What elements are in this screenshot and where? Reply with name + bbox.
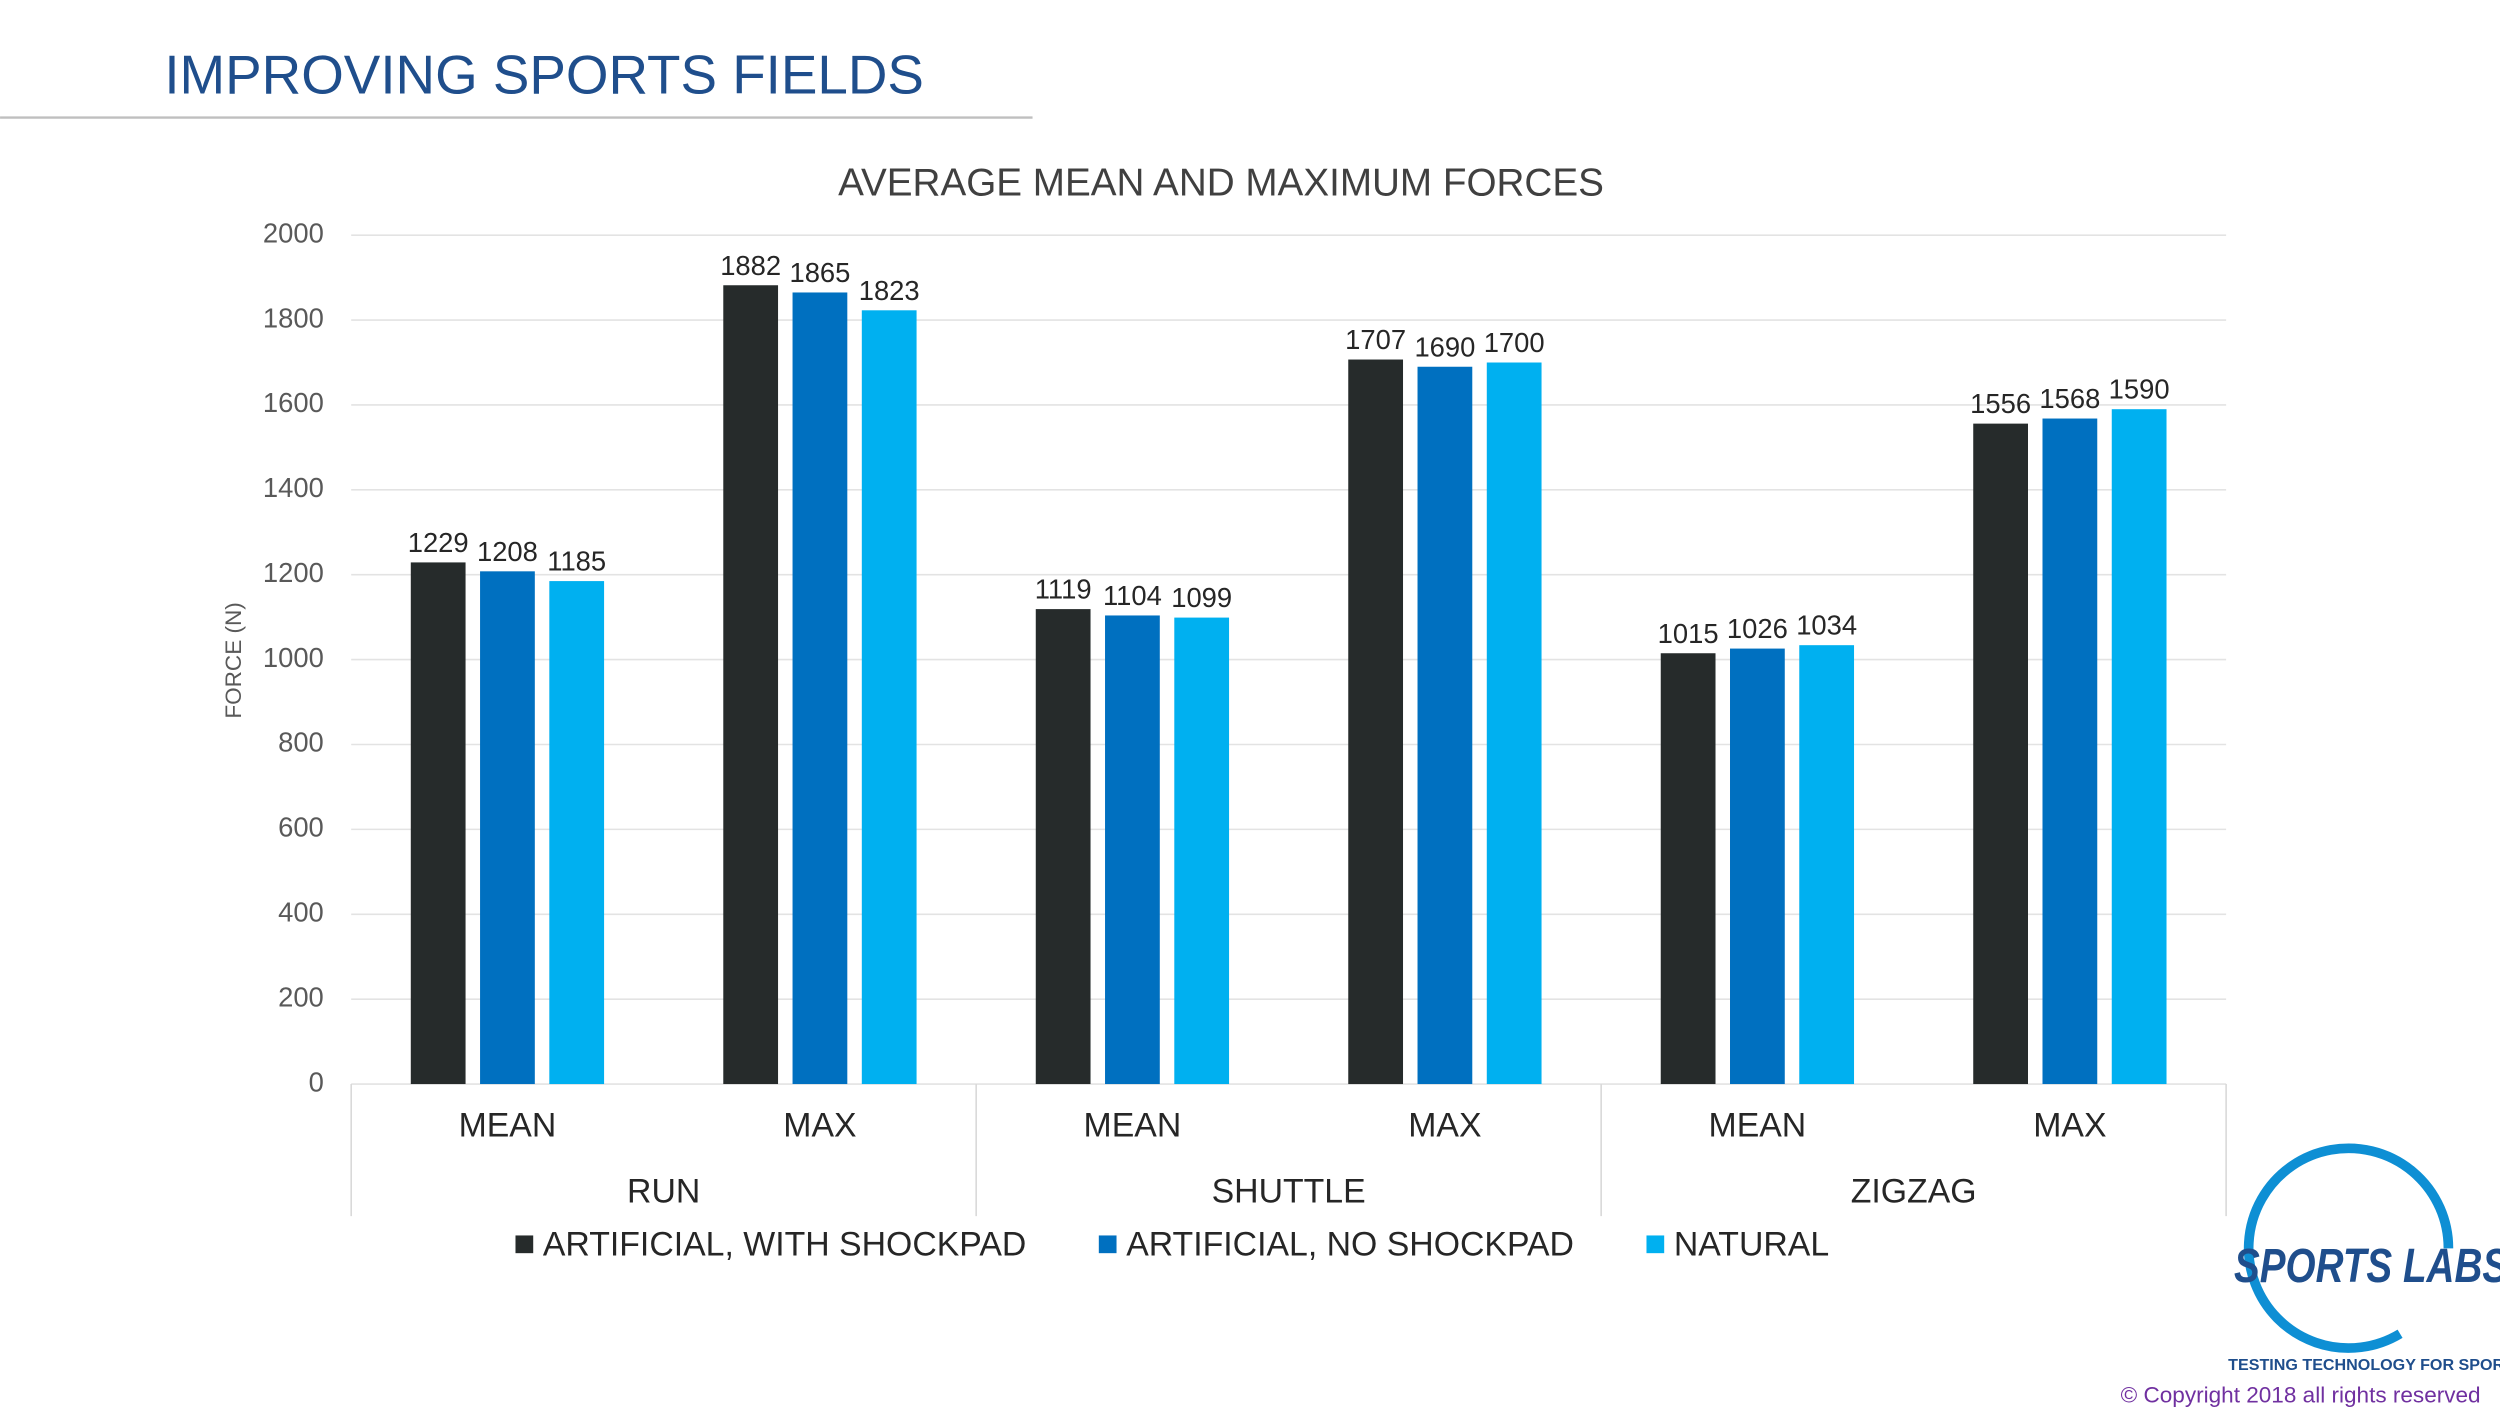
bar xyxy=(1348,359,1404,1085)
bar xyxy=(549,581,605,1085)
legend-label: ARTIFICIAL, NO SHOCKPAD xyxy=(1126,1226,1574,1264)
bar xyxy=(1035,609,1091,1085)
y-tick-label: 1800 xyxy=(263,302,324,333)
x-tick-label: MAX xyxy=(1408,1106,1481,1144)
legend-label: NATURAL xyxy=(1674,1226,1829,1264)
y-tick-label: 0 xyxy=(309,1066,324,1097)
x-tick-label: MAX xyxy=(2033,1106,2106,1144)
slide-title: IMPROVING SPORTS FIELDS xyxy=(164,43,924,105)
bar xyxy=(2042,418,2098,1085)
y-tick-label: 1200 xyxy=(263,557,324,588)
y-tick-label: 2000 xyxy=(263,217,324,248)
bar xyxy=(792,292,848,1085)
bar xyxy=(2111,409,2167,1085)
data-label: 1690 xyxy=(1414,331,1475,362)
data-label: 1015 xyxy=(1658,618,1719,649)
group-label: SHUTTLE xyxy=(1212,1173,1366,1211)
data-label: 1556 xyxy=(1970,388,2031,419)
chart-title: AVERAGE MEAN AND MAXIMUM FORCES xyxy=(838,161,1604,204)
y-tick-label: 200 xyxy=(278,981,324,1012)
y-tick-label: 1600 xyxy=(263,387,324,418)
y-tick-label: 1000 xyxy=(263,642,324,673)
x-tick-label: MEAN xyxy=(459,1106,557,1144)
data-label: 1865 xyxy=(789,257,850,288)
data-label: 1823 xyxy=(859,275,920,306)
data-label: 1882 xyxy=(720,250,781,281)
logo: SPORTS LABS TESTING TECHNOLOGY FOR SPORT xyxy=(2228,1143,2500,1374)
copyright: © Copyright 2018 all rights reserved xyxy=(2121,1382,2481,1407)
y-tick-label: 800 xyxy=(278,727,324,758)
x-tick-label: MAX xyxy=(783,1106,856,1144)
data-label: 1104 xyxy=(1103,580,1162,611)
group-label: RUN xyxy=(627,1173,700,1211)
x-tick-label: MEAN xyxy=(1709,1106,1807,1144)
legend-swatch xyxy=(1098,1235,1117,1254)
bar xyxy=(1730,648,1785,1085)
legend-label: ARTIFICIAL, WITH SHOCKPAD xyxy=(543,1226,1026,1264)
legend-swatch xyxy=(515,1235,534,1254)
data-label: 1185 xyxy=(547,546,606,577)
data-label: 1034 xyxy=(1796,610,1857,641)
logo-tagline: TESTING TECHNOLOGY FOR SPORT xyxy=(2228,1356,2500,1374)
x-tick-label: MEAN xyxy=(1084,1106,1182,1144)
bar xyxy=(1417,366,1473,1085)
data-label: 1026 xyxy=(1727,613,1788,644)
data-label: 1707 xyxy=(1345,324,1406,355)
data-label: 1208 xyxy=(477,536,538,567)
logo-name: SPORTS LABS xyxy=(2234,1239,2500,1293)
bar xyxy=(1799,645,1855,1085)
bar xyxy=(861,310,917,1085)
y-tick-label: 400 xyxy=(278,897,324,928)
data-label: 1568 xyxy=(2039,383,2100,414)
data-label: 1700 xyxy=(1484,327,1545,358)
bar xyxy=(1105,615,1160,1085)
data-label: 1119 xyxy=(1035,574,1092,605)
bar xyxy=(1174,617,1230,1085)
group-label: ZIGZAG xyxy=(1851,1173,1977,1211)
y-axis-label: FORCE (N) xyxy=(221,602,246,718)
data-label: 1229 xyxy=(408,527,469,558)
logo-ring xyxy=(2243,1143,2454,1353)
bar xyxy=(1486,362,1542,1085)
bar xyxy=(1660,653,1716,1085)
y-tick-label: 1400 xyxy=(263,472,324,503)
data-label: 1099 xyxy=(1171,582,1232,613)
y-tick-label: 600 xyxy=(278,812,324,843)
data-label: 1590 xyxy=(2109,374,2170,405)
bar xyxy=(723,285,779,1085)
bar xyxy=(1973,423,2028,1085)
bar xyxy=(410,562,466,1085)
bar xyxy=(480,571,535,1085)
legend-swatch xyxy=(1646,1235,1665,1254)
